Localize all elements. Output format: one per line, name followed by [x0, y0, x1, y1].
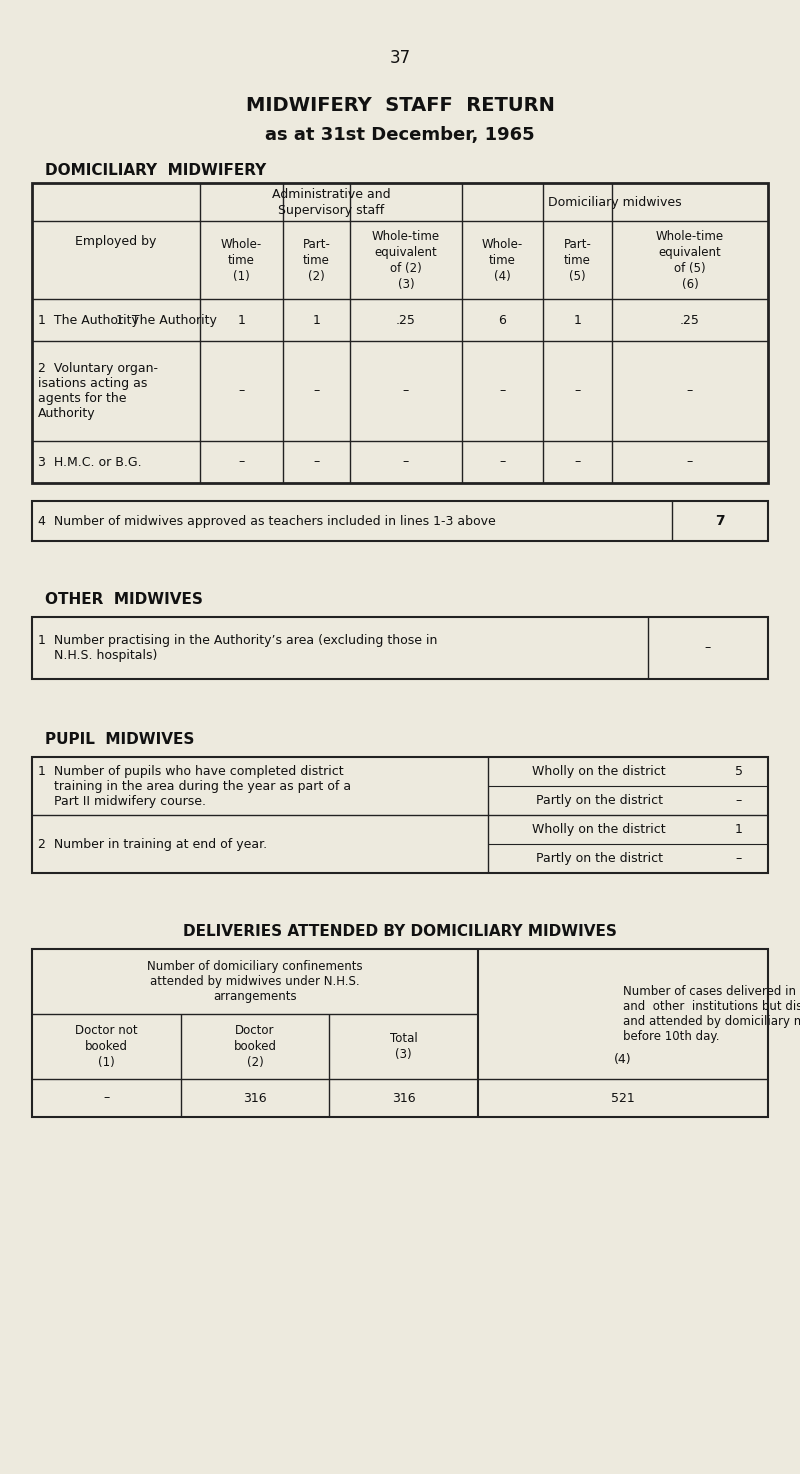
Bar	[32, 183, 768, 483]
Text: Wholly on the district: Wholly on the district	[532, 765, 666, 778]
Text: as at 31st December, 1965: as at 31st December, 1965	[265, 125, 535, 144]
Bar	[32, 758, 768, 873]
Text: 521: 521	[611, 1092, 635, 1104]
Text: Whole-time
equivalent
of (5)
(6): Whole-time equivalent of (5) (6)	[656, 230, 724, 290]
Text: (4): (4)	[614, 1052, 632, 1066]
Text: 1: 1	[574, 314, 582, 327]
Text: DOMICILIARY  MIDWIFERY: DOMICILIARY MIDWIFERY	[45, 162, 266, 177]
Text: 1: 1	[313, 314, 321, 327]
Text: –: –	[687, 455, 693, 469]
Text: 1  The Authority: 1 The Authority	[38, 314, 139, 327]
Text: Number of cases delivered in  hospitals
and  other  institutions but discharged
: Number of cases delivered in hospitals a…	[623, 985, 800, 1044]
Text: –: –	[499, 385, 506, 398]
Text: Whole-
time
(4): Whole- time (4)	[482, 237, 523, 283]
Text: 316: 316	[392, 1092, 415, 1104]
Text: –: –	[736, 794, 742, 806]
Text: 1: 1	[735, 822, 743, 836]
Text: Partly on the district: Partly on the district	[535, 852, 662, 865]
Text: –: –	[499, 455, 506, 469]
Text: –: –	[687, 385, 693, 398]
Text: PUPIL  MIDWIVES: PUPIL MIDWIVES	[45, 731, 194, 746]
Text: –: –	[705, 641, 711, 654]
Text: 1  Number practising in the Authority’s area (excluding those in
    N.H.S. hosp: 1 Number practising in the Authority’s a…	[38, 634, 438, 662]
Bar	[32, 949, 768, 1117]
Text: 7: 7	[715, 514, 725, 528]
Text: 316: 316	[243, 1092, 267, 1104]
Text: Domiciliary midwives: Domiciliary midwives	[548, 196, 682, 208]
Text: –: –	[403, 385, 409, 398]
Text: Wholly on the district: Wholly on the district	[532, 822, 666, 836]
Text: Doctor
booked
(2): Doctor booked (2)	[234, 1024, 277, 1069]
Text: 1: 1	[238, 314, 246, 327]
Text: OTHER  MIDWIVES: OTHER MIDWIVES	[45, 591, 203, 606]
Text: –: –	[736, 852, 742, 865]
Text: Part-
time
(2): Part- time (2)	[302, 237, 330, 283]
Text: Whole-time
equivalent
of (2)
(3): Whole-time equivalent of (2) (3)	[372, 230, 440, 290]
Text: Employed by: Employed by	[75, 234, 157, 248]
Text: Part-
time
(5): Part- time (5)	[563, 237, 591, 283]
Text: 37: 37	[390, 49, 410, 66]
Text: Whole-
time
(1): Whole- time (1)	[221, 237, 262, 283]
Text: –: –	[403, 455, 409, 469]
Text: –: –	[574, 455, 581, 469]
Text: 2  Voluntary organ-
isations acting as
agents for the
Authority: 2 Voluntary organ- isations acting as ag…	[38, 363, 158, 420]
Text: –: –	[314, 385, 320, 398]
Text: –: –	[238, 455, 245, 469]
Bar	[32, 501, 768, 541]
Text: .25: .25	[680, 314, 700, 327]
Text: 1  The Authority: 1 The Authority	[116, 314, 217, 327]
Text: Doctor not
booked
(1): Doctor not booked (1)	[75, 1024, 138, 1069]
Text: .25: .25	[396, 314, 416, 327]
Text: 1  Number of pupils who have completed district
    training in the area during : 1 Number of pupils who have completed di…	[38, 765, 351, 808]
Text: 5: 5	[735, 765, 743, 778]
Text: DELIVERIES ATTENDED BY DOMICILIARY MIDWIVES: DELIVERIES ATTENDED BY DOMICILIARY MIDWI…	[183, 924, 617, 939]
Text: 2  Number in training at end of year.: 2 Number in training at end of year.	[38, 837, 267, 850]
Text: Administrative and
Supervisory staff: Administrative and Supervisory staff	[272, 187, 390, 217]
Text: –: –	[238, 385, 245, 398]
Text: 3  H.M.C. or B.G.: 3 H.M.C. or B.G.	[38, 455, 142, 469]
Text: Number of domiciliary confinements
attended by midwives under N.H.S.
arrangement: Number of domiciliary confinements atten…	[147, 960, 363, 1002]
Bar	[32, 618, 768, 680]
Text: –: –	[103, 1092, 110, 1104]
Text: Partly on the district: Partly on the district	[535, 794, 662, 806]
Text: –: –	[574, 385, 581, 398]
Text: 6: 6	[498, 314, 506, 327]
Text: –: –	[314, 455, 320, 469]
Text: MIDWIFERY  STAFF  RETURN: MIDWIFERY STAFF RETURN	[246, 96, 554, 115]
Text: Total
(3): Total (3)	[390, 1032, 418, 1061]
Text: 4  Number of midwives approved as teachers included in lines 1-3 above: 4 Number of midwives approved as teacher…	[38, 514, 496, 528]
